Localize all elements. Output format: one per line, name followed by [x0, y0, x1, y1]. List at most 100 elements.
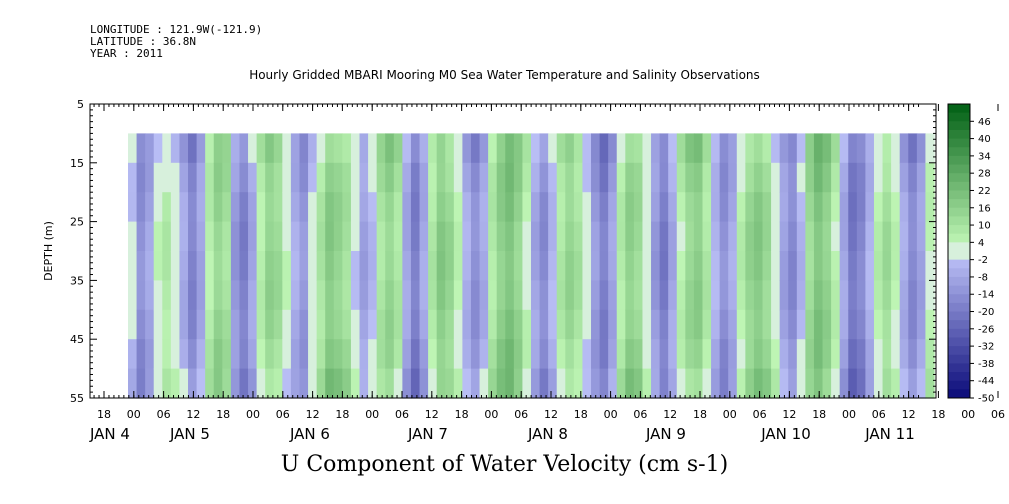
heatmap-cell — [488, 309, 498, 340]
heatmap-cell — [145, 280, 155, 311]
heatmap-cell — [899, 251, 909, 281]
heatmap-cell — [273, 368, 283, 399]
heatmap-cell — [230, 368, 241, 399]
heatmap-cell — [693, 162, 704, 193]
heatmap-cell — [728, 368, 738, 399]
heatmap-cell — [265, 251, 275, 281]
heatmap-cell — [608, 221, 618, 252]
colorbar-segment — [948, 164, 970, 174]
heatmap-cell — [582, 192, 592, 223]
heatmap-cell — [410, 192, 421, 223]
heatmap-cell — [256, 368, 266, 399]
heatmap-cell — [128, 368, 138, 399]
heatmap-cell — [531, 339, 541, 370]
heatmap-cell — [608, 309, 618, 340]
heatmap-cell — [822, 251, 832, 281]
heatmap-cell — [290, 339, 301, 370]
heatmap-cell — [822, 368, 832, 399]
heatmap-cell — [325, 221, 335, 252]
heatmap-cell — [222, 339, 232, 370]
heatmap-cell — [719, 251, 729, 281]
heatmap-cell — [393, 251, 403, 281]
heatmap-cell — [513, 221, 524, 252]
heatmap-cell — [668, 251, 678, 281]
heatmap-cell — [702, 368, 712, 399]
heatmap-cell — [299, 133, 309, 164]
heatmap-cell — [488, 221, 498, 252]
heatmap-cell — [642, 221, 652, 252]
heatmap-cell — [128, 251, 138, 281]
heatmap-cell — [651, 280, 661, 311]
heatmap-cell — [419, 192, 429, 223]
heatmap-cell — [230, 339, 241, 370]
heatmap-cell — [899, 339, 909, 370]
x-hour-label: 06 — [991, 408, 1005, 421]
heatmap-cell — [385, 133, 395, 164]
heatmap-cell — [316, 221, 326, 252]
heatmap-cell — [616, 192, 626, 223]
x-hour-label: 00 — [961, 408, 975, 421]
heatmap-cell — [711, 251, 721, 281]
heatmap-cell — [873, 309, 884, 340]
heatmap-cell — [462, 133, 472, 164]
heatmap-cell — [548, 280, 558, 311]
heatmap-cell — [402, 339, 412, 370]
heatmap-cell — [239, 339, 249, 370]
heatmap-cell — [299, 221, 309, 252]
heatmap-cell — [848, 251, 858, 281]
heatmap-cell — [899, 133, 909, 164]
heatmap-cell — [402, 251, 412, 281]
heatmap-cell — [779, 133, 789, 164]
heatmap-cell — [368, 192, 378, 223]
heatmap-cell — [531, 221, 541, 252]
heatmap-cell — [290, 192, 301, 223]
heatmap-cell — [462, 251, 472, 281]
heatmap-cell — [479, 309, 489, 340]
heatmap-cell — [470, 162, 481, 193]
x-hour-label: 06 — [753, 408, 767, 421]
heatmap-cell — [128, 133, 138, 164]
heatmap-cell — [145, 221, 155, 252]
heatmap-cell — [719, 192, 729, 223]
heatmap-cell — [488, 133, 498, 164]
colorbar-segment — [948, 129, 970, 140]
heatmap-cell — [299, 162, 309, 193]
heatmap-cell — [548, 368, 558, 399]
colorbar-label: 46 — [978, 117, 991, 128]
heatmap-cell — [573, 251, 584, 281]
heatmap-cell — [419, 339, 429, 370]
heatmap-cell — [410, 221, 421, 252]
heatmap-cell — [573, 339, 584, 370]
heatmap-cell — [205, 133, 215, 164]
heatmap-cell — [693, 251, 704, 281]
heatmap-cell — [865, 339, 875, 370]
heatmap-cell — [196, 309, 206, 340]
heatmap-cell — [745, 251, 755, 281]
heatmap-cell — [162, 339, 172, 370]
heatmap-cell — [848, 221, 858, 252]
heatmap-cell — [239, 162, 249, 193]
colorbar-label: 10 — [978, 221, 991, 232]
heatmap-cell — [445, 162, 455, 193]
heatmap-cell — [470, 368, 481, 399]
heatmap-cell — [505, 368, 515, 399]
heatmap-cell — [376, 133, 386, 164]
heatmap-cell — [428, 162, 438, 193]
heatmap-cell — [539, 251, 549, 281]
heatmap-cell — [488, 251, 498, 281]
heatmap-cell — [762, 221, 772, 252]
heatmap-cell — [136, 309, 146, 340]
heatmap-cell — [522, 280, 532, 311]
heatmap-cell — [385, 339, 395, 370]
heatmap-cell — [213, 192, 223, 223]
heatmap-cell — [805, 339, 815, 370]
heatmap-cell — [753, 339, 764, 370]
heatmap-cell — [316, 280, 326, 311]
heatmap-cell — [676, 162, 686, 193]
heatmap-cell — [445, 280, 455, 311]
heatmap-cell — [505, 280, 515, 311]
heatmap-cell — [265, 339, 275, 370]
heatmap-cell — [573, 280, 584, 311]
heatmap-cell — [282, 162, 292, 193]
y-axis-title: DEPTH (m) — [42, 221, 55, 281]
